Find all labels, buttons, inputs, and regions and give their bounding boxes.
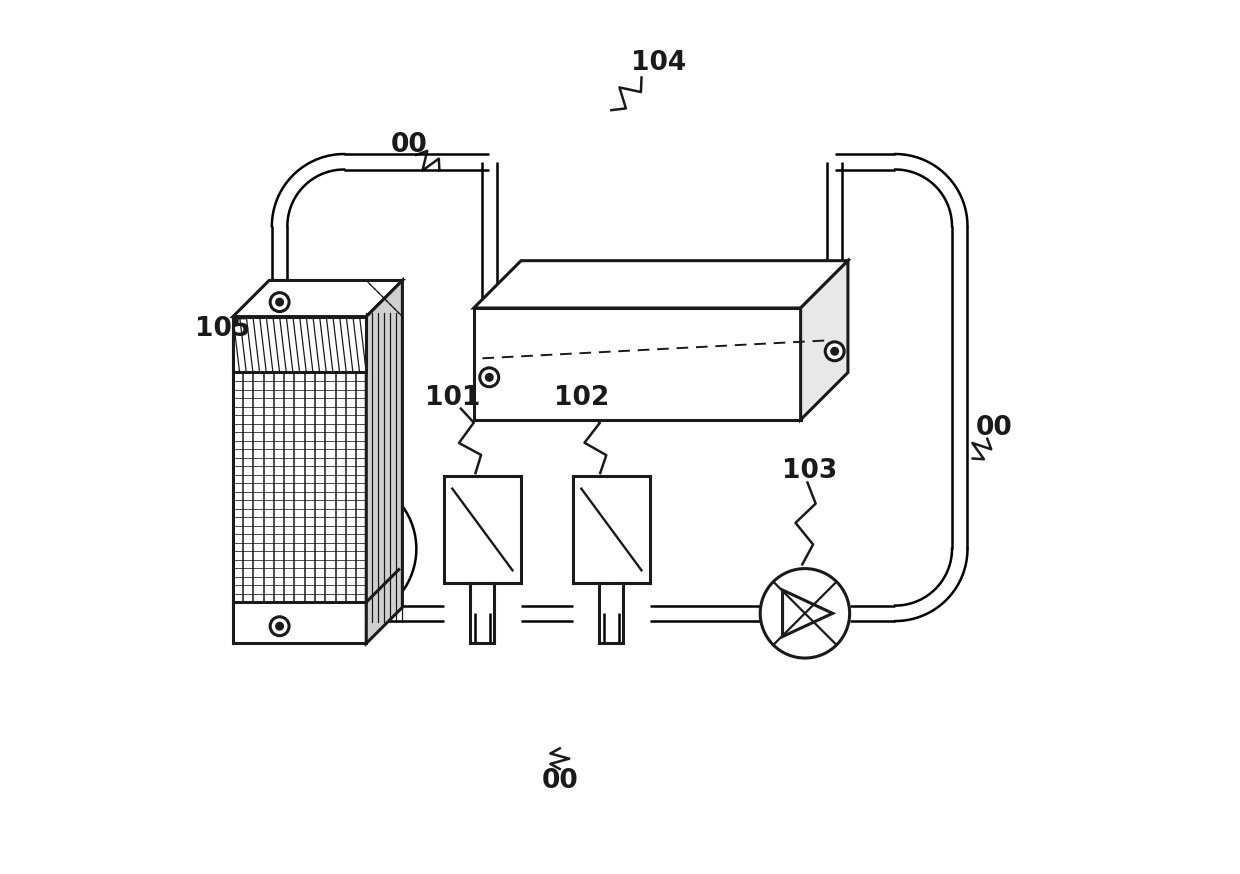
Circle shape [826,342,844,361]
Polygon shape [474,260,848,308]
Polygon shape [233,281,403,316]
Text: 00: 00 [976,415,1013,441]
Polygon shape [474,308,801,420]
Text: 103: 103 [781,458,837,484]
Text: 00: 00 [391,132,428,157]
Polygon shape [233,316,366,372]
Circle shape [480,368,498,387]
Text: 00: 00 [542,768,578,794]
Polygon shape [573,475,650,583]
Circle shape [760,569,849,658]
Circle shape [831,348,838,355]
Text: 101: 101 [424,385,480,412]
Text: 104: 104 [631,50,686,76]
Polygon shape [444,475,521,583]
Text: 105: 105 [195,316,250,343]
Text: 102: 102 [554,385,609,412]
Polygon shape [366,281,403,643]
Polygon shape [801,260,848,420]
Circle shape [270,617,289,635]
Circle shape [486,373,494,381]
Polygon shape [233,316,366,643]
Circle shape [270,293,289,312]
Circle shape [275,298,284,306]
Circle shape [275,622,284,630]
